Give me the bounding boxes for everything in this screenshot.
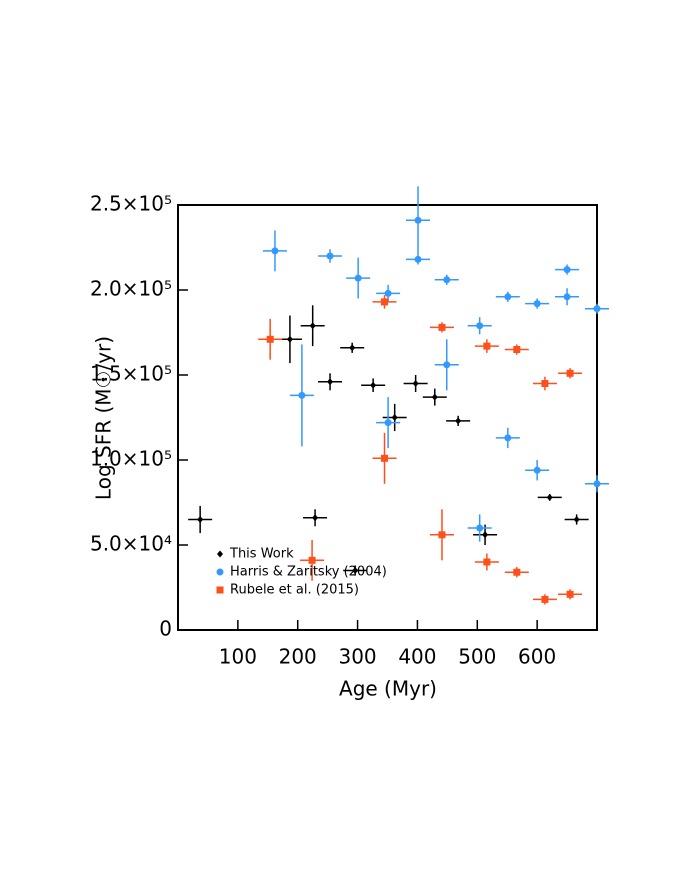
y-tick-label: 2.0×10⁵ (90, 277, 172, 301)
point (266, 335, 274, 343)
point (504, 434, 512, 442)
x-tick-label: 600 (518, 645, 556, 669)
point (476, 524, 484, 532)
point (308, 556, 316, 564)
plot-frame (177, 204, 598, 631)
legend-label: Rubele et al. (2015) (230, 583, 359, 598)
point (513, 346, 521, 353)
point (563, 293, 571, 301)
point (483, 558, 491, 566)
point (483, 342, 491, 350)
point (309, 322, 316, 330)
y-tick-label: 1.0×10⁵ (90, 447, 172, 471)
point (476, 322, 484, 330)
y-tick-label: 0 (159, 617, 172, 641)
point (352, 567, 359, 574)
point (455, 417, 462, 425)
point (312, 514, 319, 522)
point (414, 216, 422, 224)
point (563, 266, 571, 274)
y-tick-label: 1.5×10⁵ (90, 362, 172, 386)
point (513, 568, 521, 576)
point (573, 516, 580, 523)
point (381, 454, 389, 462)
point (349, 344, 356, 352)
y-tick-label: 2.5×10⁵ (90, 192, 172, 216)
point (546, 493, 553, 501)
point (381, 298, 389, 306)
point (197, 516, 204, 523)
point (443, 361, 451, 369)
legend-label: This Work (229, 547, 294, 562)
x-tick-label: 400 (398, 645, 436, 669)
point (533, 300, 541, 308)
point (431, 393, 438, 401)
point (391, 414, 398, 421)
legend-marker (216, 568, 224, 576)
point (482, 531, 489, 539)
point (286, 335, 293, 343)
x-tick-label: 100 (219, 645, 257, 669)
point (384, 419, 392, 427)
x-tick-label: 300 (338, 645, 376, 669)
x-axis-label: Age (Myr) (339, 677, 437, 701)
point (566, 369, 574, 377)
legend-label: Harris & Zaritsky (2004) (230, 565, 387, 580)
point (298, 391, 306, 399)
point (443, 276, 451, 284)
y-tick-label: 5.0×10⁴ (90, 532, 172, 556)
point (541, 380, 549, 387)
point (384, 289, 392, 297)
point (566, 590, 574, 598)
point (327, 378, 334, 386)
point (438, 323, 446, 331)
point (414, 255, 422, 263)
point (354, 274, 362, 282)
point (504, 293, 512, 301)
legend-marker (217, 550, 223, 558)
point (541, 595, 549, 603)
point (412, 380, 419, 387)
point (370, 381, 377, 389)
point (438, 531, 446, 539)
point (533, 466, 541, 474)
y-axis-label: Log SFR (M☉/yr) (92, 336, 116, 500)
legend-marker (216, 586, 224, 594)
point (593, 305, 601, 313)
point (326, 252, 334, 260)
point (271, 247, 279, 255)
x-tick-label: 200 (279, 645, 317, 669)
x-tick-label: 500 (458, 645, 496, 669)
point (593, 480, 601, 488)
